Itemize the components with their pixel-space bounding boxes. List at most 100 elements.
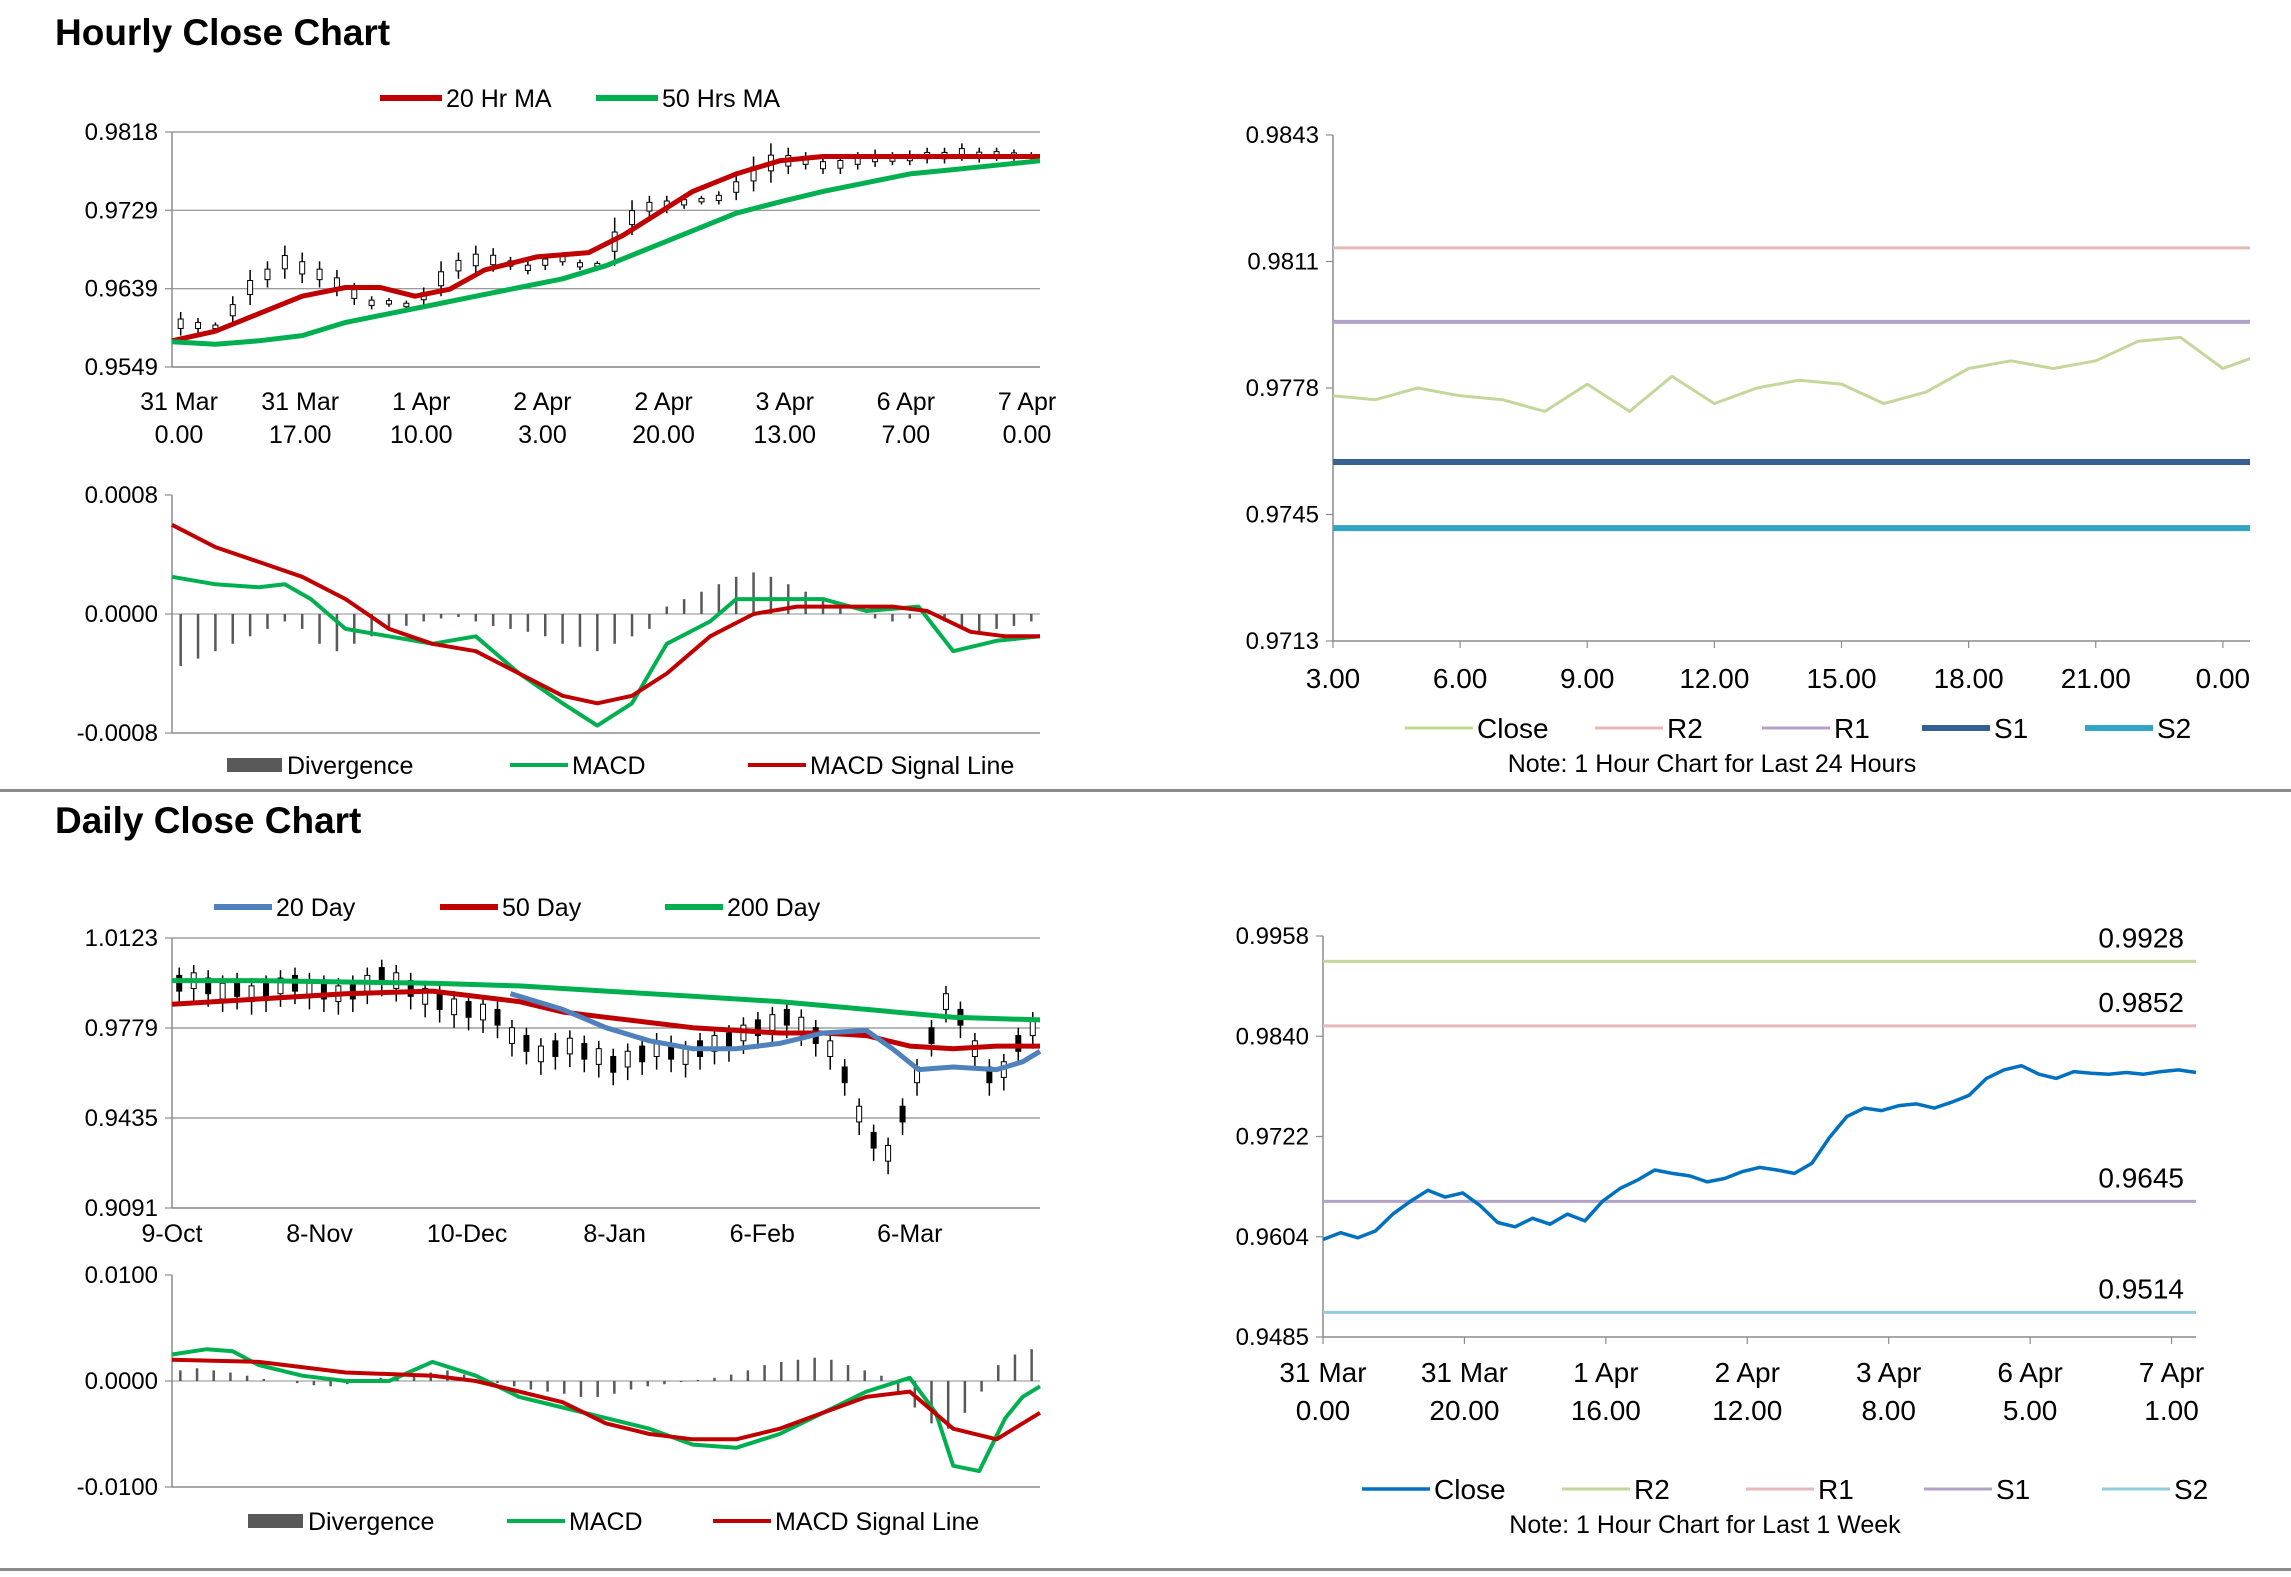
hourly-candle-body bbox=[576, 262, 583, 268]
daily-candle-body bbox=[610, 1056, 617, 1073]
daily-section-title: Daily Close Chart bbox=[55, 800, 362, 841]
hourly-price-xtick-time: 3.00 bbox=[518, 421, 567, 449]
hourly-price-xtick-date: 31 Mar bbox=[140, 388, 218, 416]
daily-price-xtick: 6-Mar bbox=[877, 1220, 942, 1248]
hourly_levels-xtick-label: 12.00 bbox=[1679, 663, 1749, 694]
daily-candle-body bbox=[219, 982, 226, 1000]
daily_levels-xtick-date: 3 Apr bbox=[1856, 1357, 1921, 1388]
hourly_macd-legend-divergence-swatch bbox=[227, 758, 282, 772]
daily_levels-series-close bbox=[1322, 1063, 2197, 1242]
daily-candle-body bbox=[899, 1105, 906, 1123]
daily-candle-body bbox=[928, 1027, 935, 1044]
hourly-macd-chart: 0.0008 0.0000 -0.0008 Divergence MACD MACD Si… bbox=[77, 482, 1041, 780]
hourly-candle-body bbox=[368, 299, 375, 306]
daily-candle-body bbox=[508, 1027, 515, 1044]
hourly-price-xtick-date: 31 Mar bbox=[261, 388, 339, 416]
daily-price-xtick: 8-Jan bbox=[583, 1220, 646, 1248]
hourly-price-xtick-time: 20.00 bbox=[632, 421, 695, 449]
hourly-candle-body bbox=[299, 261, 306, 275]
hourly-candle-body bbox=[820, 161, 826, 170]
daily-candle-body bbox=[537, 1045, 544, 1063]
daily-candle-body bbox=[783, 1008, 790, 1026]
daily-price-xtick: 6-Feb bbox=[730, 1220, 795, 1248]
daily-candle-body bbox=[581, 1042, 588, 1060]
hourly-price-xtick-time: 7.00 bbox=[882, 421, 931, 449]
hourly-candle-body bbox=[351, 289, 358, 299]
section-divider bbox=[0, 789, 2291, 792]
hourly_macd-ytick-label: -0.0008 bbox=[77, 720, 158, 747]
daily-price-chart: 1.0123 0.9779 0.9435 0.9091 20 Day 50 Day 200 … bbox=[85, 894, 1042, 1248]
hourly-candle-body bbox=[195, 322, 202, 329]
hourly-price-chart: 0.9818 0.9729 0.9639 0.9549 20 Hr MA 50 Hrs M… bbox=[85, 85, 1057, 449]
hourly-candle-body bbox=[316, 268, 323, 281]
daily-candle-body bbox=[176, 974, 183, 992]
hourly-price-xtick-date: 2 Apr bbox=[634, 388, 692, 416]
daily_levels-xtick-time: 16.00 bbox=[1571, 1395, 1641, 1426]
hourly_levels-xtick-label: 3.00 bbox=[1306, 663, 1361, 694]
daily-price-xtick: 9-Oct bbox=[141, 1220, 202, 1248]
hourly-candle-body bbox=[438, 271, 445, 287]
daily_macd-series-macd bbox=[171, 1347, 1042, 1474]
daily-candle-body bbox=[856, 1105, 863, 1123]
hourly_levels-xtick-label: 18.00 bbox=[1934, 663, 2004, 694]
hourly-price-xtick-date: 6 Apr bbox=[877, 388, 935, 416]
hourly_levels-legend-s1-label: S1 bbox=[1994, 713, 2028, 744]
hourly_macd-ytick-label: 0.0000 bbox=[85, 601, 158, 628]
hourly-candle-body bbox=[386, 300, 392, 305]
daily-candle-body bbox=[436, 993, 443, 1010]
hourly-price-ytick-label: 0.9818 bbox=[85, 119, 158, 146]
hourly_levels-legend-s2-label: S2 bbox=[2157, 713, 2191, 744]
daily-candle-body bbox=[624, 1050, 631, 1068]
daily-candle-body bbox=[769, 1014, 776, 1031]
daily-candle-body bbox=[523, 1035, 530, 1052]
daily-candle-body bbox=[595, 1048, 602, 1065]
daily-candle-body bbox=[754, 1019, 761, 1037]
hourly-candle-body bbox=[229, 304, 236, 317]
hourly-candle-body bbox=[715, 194, 722, 202]
daily-candle-body bbox=[841, 1066, 848, 1084]
daily-candle-body bbox=[682, 1048, 689, 1065]
daily-candle-body bbox=[1029, 1019, 1036, 1037]
daily-price-ytick-label: 0.9435 bbox=[85, 1105, 158, 1132]
hourly_levels-xtick-label: 6.00 bbox=[1433, 663, 1488, 694]
legend-50-day-label: 50 Day bbox=[502, 894, 582, 922]
daily_levels-xtick-date: 1 Apr bbox=[1573, 1357, 1638, 1388]
hourly_macd-legend-divergence-label: Divergence bbox=[287, 752, 413, 780]
daily-price-ytick-label: 1.0123 bbox=[85, 925, 158, 952]
hourly-candle-body bbox=[542, 258, 549, 266]
hourly_levels-xtick-label: 9.00 bbox=[1560, 663, 1615, 694]
hourly-price-xtick-time: 10.00 bbox=[390, 421, 453, 449]
hourly_levels-legend-r1-label: R1 bbox=[1834, 713, 1870, 744]
daily_macd-ytick-label: 0.0000 bbox=[85, 1368, 158, 1395]
hourly-candle-body bbox=[403, 302, 410, 308]
hourly-price-xtick-date: 7 Apr bbox=[998, 388, 1056, 416]
hourly-price-xtick-date: 3 Apr bbox=[756, 388, 814, 416]
daily_levels-legend-close-label: Close bbox=[1434, 1474, 1506, 1505]
bottom-divider bbox=[0, 1568, 2291, 1571]
daily_levels-note: Note: 1 Hour Chart for Last 1 Week bbox=[1509, 1511, 1901, 1539]
daily_levels-xtick-date: 6 Apr bbox=[1997, 1357, 2062, 1388]
series-50hrs-ma bbox=[171, 158, 1041, 347]
legend-50hrs-ma-label: 50 Hrs MA bbox=[662, 85, 780, 113]
hourly-price-ytick-label: 0.9639 bbox=[85, 276, 158, 303]
legend-20hr-ma-label: 20 Hr MA bbox=[446, 85, 552, 113]
daily-candle-body bbox=[566, 1037, 573, 1055]
daily_levels-legend-s1-label: S1 bbox=[1996, 1474, 2030, 1505]
daily_levels-level-s2-label: 0.9514 bbox=[2098, 1273, 2184, 1304]
daily-levels-chart: 0.9958 0.9840 0.9722 0.9604 0.9485 0.9928 0.98… bbox=[1236, 922, 2209, 1539]
hourly-candle-body bbox=[698, 197, 705, 203]
hourly-price-xtick-time: 13.00 bbox=[753, 421, 816, 449]
daily-candle-body bbox=[942, 993, 949, 1010]
daily-candle-body bbox=[711, 1035, 718, 1052]
daily_levels-xtick-time: 0.00 bbox=[1296, 1395, 1351, 1426]
daily_levels-xtick-date: 7 Apr bbox=[2139, 1357, 2204, 1388]
daily_macd-legend-divergence-swatch bbox=[248, 1514, 303, 1528]
hourly_levels-xtick-label: 15.00 bbox=[1806, 663, 1876, 694]
legend-200-day-label: 200 Day bbox=[727, 894, 821, 922]
hourly_levels-ytick-label: 0.9843 bbox=[1246, 122, 1319, 149]
series-50-day bbox=[171, 988, 1040, 1052]
hourly_levels-legend-close-label: Close bbox=[1477, 713, 1549, 744]
daily-candle-body bbox=[480, 1003, 487, 1021]
daily_macd-legend-macd-label: MACD bbox=[569, 1508, 643, 1536]
hourly-candle-body bbox=[837, 159, 844, 169]
